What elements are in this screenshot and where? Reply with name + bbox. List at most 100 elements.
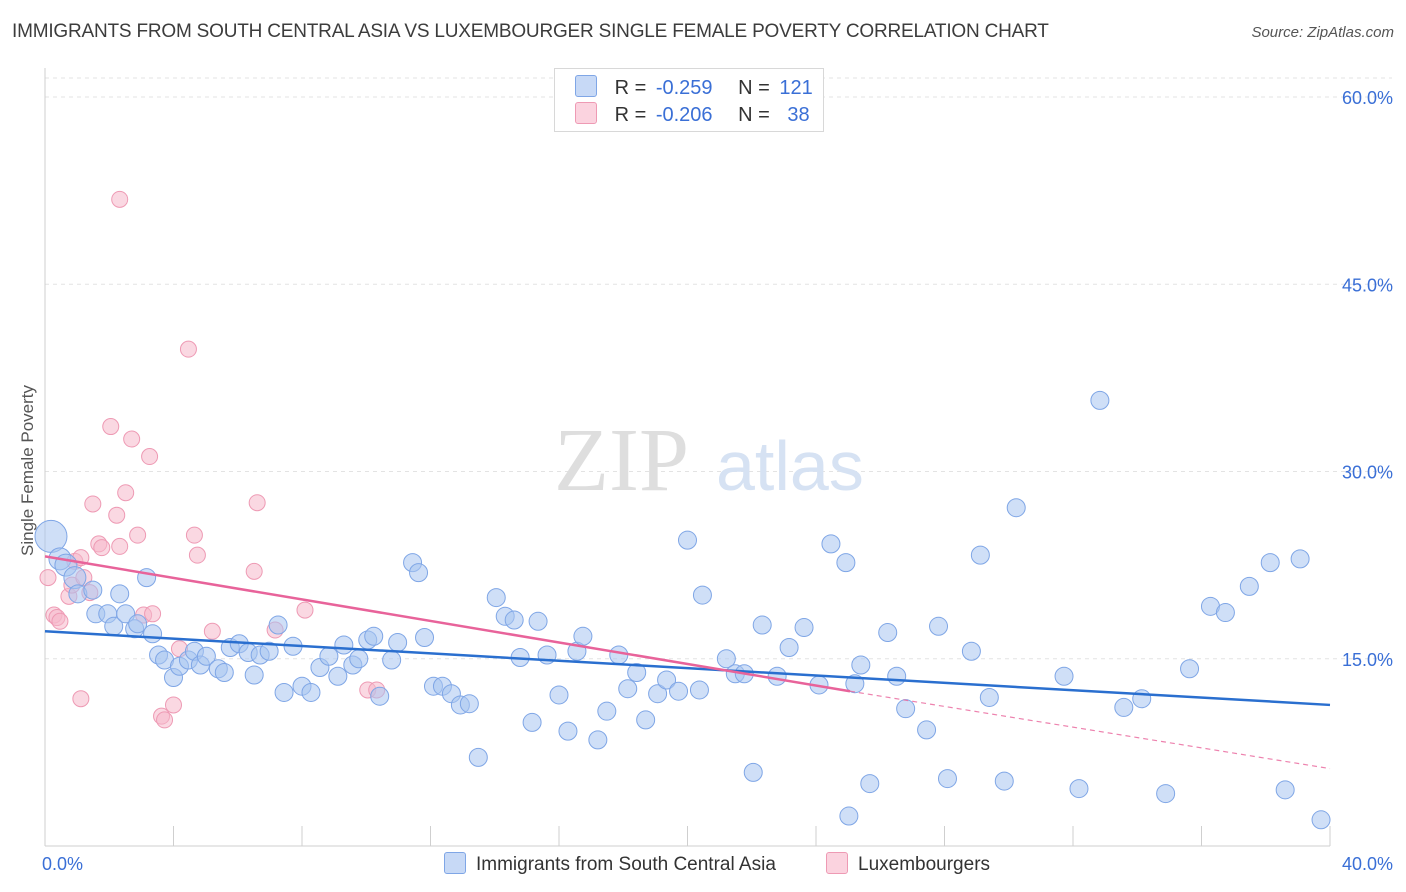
south-central-asia-point bbox=[364, 626, 384, 646]
watermark-atlas: atlas bbox=[716, 427, 864, 505]
south-central-asia-point bbox=[1180, 659, 1200, 679]
bottom-legend-series1: Immigrants from South Central Asia bbox=[444, 852, 776, 876]
legend-r2-value: -0.206 bbox=[655, 104, 713, 126]
x-tick-labels: 0.0% 40.0% bbox=[42, 854, 1393, 874]
south-central-asia-point bbox=[1311, 810, 1331, 830]
south-central-asia-point bbox=[961, 641, 981, 661]
south-central-asia-point bbox=[274, 682, 294, 702]
legend-r1-value: -0.259 bbox=[655, 77, 713, 99]
bottom-legend-swatch-pink bbox=[826, 852, 848, 874]
south-central-asia-point bbox=[597, 701, 617, 721]
south-central-asia-point bbox=[752, 615, 772, 635]
south-central-asia-point bbox=[678, 530, 697, 550]
trend-lines bbox=[44, 555, 1331, 770]
bottom-legend-label-1: Immigrants from South Central Asia bbox=[476, 854, 776, 875]
south-central-asia-point bbox=[627, 662, 647, 682]
y-tick-label: 60.0% bbox=[1342, 88, 1393, 108]
luxembourger-point bbox=[51, 612, 69, 630]
south-central-asia-point bbox=[1114, 697, 1134, 717]
south-central-asia-point bbox=[110, 584, 130, 604]
legend-r-label: R = bbox=[614, 104, 647, 126]
south-central-asia-point bbox=[851, 655, 871, 675]
south-central-asia-point bbox=[994, 771, 1014, 791]
legend-swatch-pink bbox=[575, 102, 597, 124]
watermark: ZIP atlas bbox=[554, 411, 864, 510]
south-central-asia-point bbox=[878, 623, 898, 643]
south-central-asia-point bbox=[839, 806, 859, 826]
chart-title: IMMIGRANTS FROM SOUTH CENTRAL ASIA VS LU… bbox=[12, 21, 1049, 42]
luxembourger-point bbox=[93, 539, 111, 557]
luxembourger-point bbox=[156, 711, 174, 729]
south-central-asia-point bbox=[522, 712, 542, 732]
south-central-asia-point bbox=[636, 710, 656, 730]
trend-line-south-central-asia bbox=[44, 630, 1331, 707]
south-central-asia-point bbox=[1275, 780, 1295, 800]
luxembourger-point bbox=[248, 494, 266, 512]
y-tick-labels: 15.0% 30.0% 45.0% 60.0% bbox=[1342, 88, 1393, 670]
south-central-asia-point bbox=[1006, 498, 1026, 518]
luxembourger-point bbox=[141, 448, 159, 466]
south-central-asia-point bbox=[1069, 779, 1089, 799]
south-central-asia-point bbox=[970, 545, 990, 565]
south-central-asia-point bbox=[486, 588, 506, 608]
y-axis-label: Single Female Poverty bbox=[18, 384, 37, 556]
luxembourger-point bbox=[129, 526, 147, 544]
south-central-asia-points bbox=[34, 390, 1331, 830]
source-label: Source: ZipAtlas.com bbox=[1251, 24, 1394, 41]
south-central-asia-point bbox=[1090, 390, 1110, 410]
south-central-asia-point bbox=[370, 686, 390, 706]
bottom-legend-label-2: Luxembourgers bbox=[858, 854, 991, 875]
y-tick-label: 15.0% bbox=[1342, 650, 1393, 670]
south-central-asia-point bbox=[821, 534, 841, 554]
south-central-asia-point bbox=[558, 721, 578, 741]
luxembourger-point bbox=[123, 430, 141, 448]
luxembourger-point bbox=[203, 622, 221, 640]
south-central-asia-point bbox=[388, 633, 408, 653]
south-central-asia-point bbox=[1132, 689, 1152, 709]
legend-n1-value: 121 bbox=[779, 77, 813, 99]
x-tick-label: 0.0% bbox=[42, 854, 83, 874]
luxembourger-point bbox=[111, 190, 129, 208]
south-central-asia-point bbox=[845, 674, 865, 694]
trend-line-luxembourgers bbox=[44, 555, 851, 693]
south-central-asia-point bbox=[1215, 603, 1235, 623]
south-central-asia-point bbox=[268, 615, 288, 635]
south-central-asia-point bbox=[415, 628, 435, 648]
luxembourger-point bbox=[117, 484, 135, 502]
y-tick-label: 30.0% bbox=[1342, 463, 1393, 483]
south-central-asia-point bbox=[929, 616, 949, 636]
south-central-asia-point bbox=[648, 684, 668, 704]
south-central-asia-point bbox=[214, 662, 234, 682]
luxembourger-point bbox=[108, 506, 126, 524]
south-central-asia-point bbox=[549, 685, 569, 705]
luxembourger-point bbox=[185, 526, 203, 544]
axes bbox=[44, 68, 1331, 847]
luxembourger-point bbox=[188, 546, 206, 564]
south-central-asia-point bbox=[588, 730, 608, 750]
luxembourger-point bbox=[144, 605, 162, 623]
south-central-asia-point bbox=[716, 649, 736, 669]
south-central-asia-point bbox=[917, 720, 937, 740]
legend-swatch-blue bbox=[575, 75, 597, 97]
south-central-asia-point bbox=[409, 563, 429, 583]
south-central-asia-point bbox=[196, 646, 216, 666]
south-central-asia-point bbox=[504, 610, 524, 630]
y-tick-label: 45.0% bbox=[1342, 275, 1393, 295]
south-central-asia-point bbox=[836, 553, 856, 573]
south-central-asia-point bbox=[689, 680, 709, 700]
luxembourger-point bbox=[111, 537, 129, 555]
south-central-asia-point bbox=[1260, 553, 1280, 573]
south-central-asia-point bbox=[669, 681, 689, 701]
luxembourger-point bbox=[165, 696, 182, 714]
south-central-asia-point bbox=[573, 626, 593, 646]
south-central-asia-point bbox=[83, 580, 103, 600]
south-central-asia-point bbox=[657, 670, 677, 690]
south-central-asia-point bbox=[860, 774, 880, 794]
south-central-asia-point bbox=[1239, 576, 1259, 596]
luxembourger-point bbox=[245, 562, 263, 580]
south-central-asia-point bbox=[128, 614, 148, 634]
south-central-asia-point bbox=[244, 665, 264, 685]
luxembourger-point bbox=[179, 340, 197, 358]
south-central-asia-point bbox=[937, 769, 957, 789]
bottom-legend-series2: Luxembourgers bbox=[826, 852, 990, 876]
